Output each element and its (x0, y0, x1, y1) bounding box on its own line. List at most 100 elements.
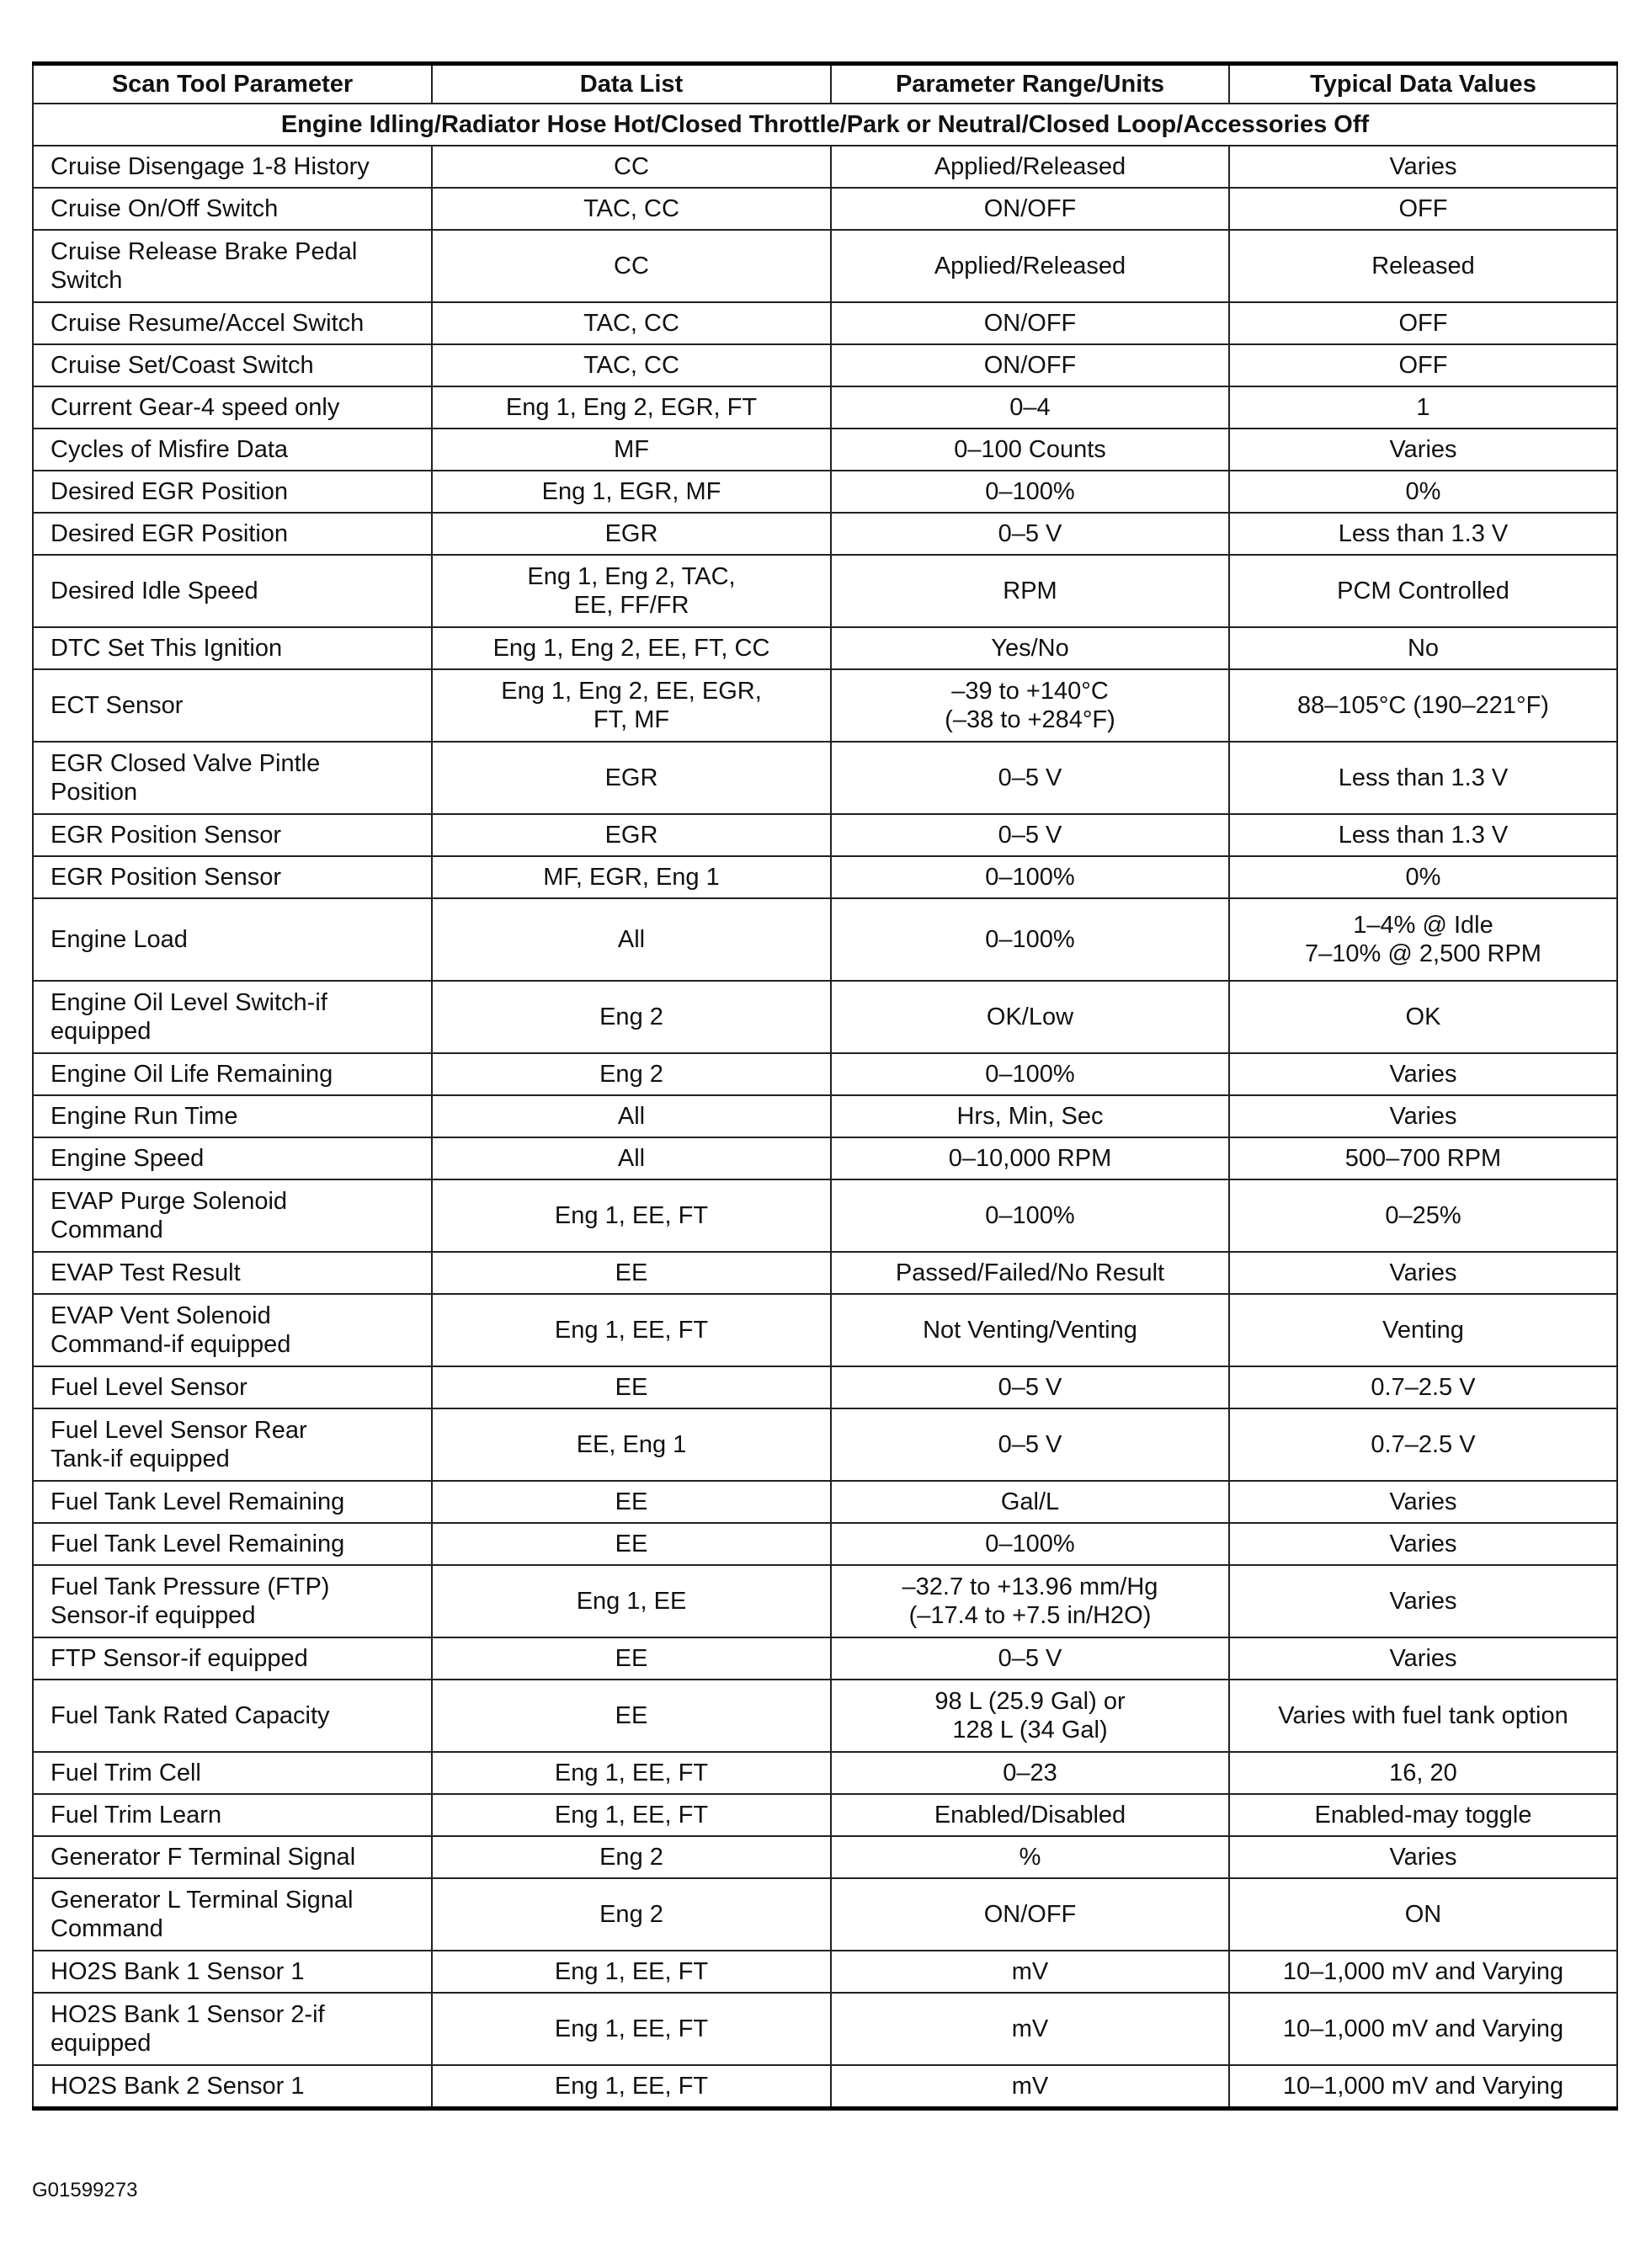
range-cell: 0–100% (830, 897, 1230, 982)
typical-value-cell: Less than 1.3 V (1228, 512, 1618, 556)
table-row: FTP Sensor-if equipped EE 0–5 V Varies (32, 1637, 1618, 1680)
range-cell: 0–100% (830, 1522, 1230, 1566)
scan-tool-data-table: Scan Tool Parameter Data List Parameter … (32, 61, 1618, 2111)
range-cell: 0–100% (830, 855, 1230, 899)
parameter-cell: Engine Oil Level Switch-if equipped (32, 980, 433, 1054)
data-list-cell: All (431, 1094, 832, 1138)
parameter-cell: Desired Idle Speed (32, 554, 433, 628)
typical-value-cell: Released (1228, 229, 1618, 303)
typical-value-cell: 10–1,000 mV and Varying (1228, 1992, 1618, 2066)
data-list-cell: EGR (431, 741, 832, 815)
range-cell: Passed/Failed/No Result (830, 1251, 1230, 1295)
data-list-cell: EE, Eng 1 (431, 1408, 832, 1482)
parameter-cell: Engine Oil Life Remaining (32, 1052, 433, 1096)
table-row: EVAP Purge Solenoid Command Eng 1, EE, FT… (32, 1179, 1618, 1253)
parameter-cell: Fuel Level Sensor (32, 1366, 433, 1409)
parameter-cell: Fuel Tank Rated Capacity (32, 1679, 433, 1753)
data-list-cell: TAC, CC (431, 187, 832, 231)
table-row: HO2S Bank 2 Sensor 1 Eng 1, EE, FT mV 10–1,… (32, 2064, 1618, 2110)
typical-value-cell: 0.7–2.5 V (1228, 1408, 1618, 1482)
range-cell: ON/OFF (830, 301, 1230, 345)
table-row: Cruise Disengage 1-8 History CC Applied/Re… (32, 145, 1618, 189)
table-row: Engine Oil Level Switch-if equipped Eng 2… (32, 980, 1618, 1054)
range-cell: 0–5 V (830, 813, 1230, 857)
parameter-cell: EGR Position Sensor (32, 813, 433, 857)
parameter-cell: Generator L Terminal Signal Command (32, 1877, 433, 1951)
table-row: Generator F Terminal Signal Eng 2% Varies (32, 1835, 1618, 1879)
parameter-cell: HO2S Bank 2 Sensor 1 (32, 2064, 433, 2110)
parameter-cell: Engine Speed (32, 1137, 433, 1180)
table-row: Cruise Resume/Accel Switch TAC, CC ON/OFF O… (32, 301, 1618, 345)
table-row: Desired EGR Position EGR 0–5 V Less than 1.… (32, 512, 1618, 556)
data-list-cell: All (431, 897, 832, 982)
range-cell: 0–5 V (830, 1408, 1230, 1482)
parameter-cell: Cycles of Misfire Data (32, 428, 433, 471)
table-row: Engine Load All 0–100% 1–4% @ Idle 7–10% @ … (32, 897, 1618, 982)
range-cell: Applied/Released (830, 145, 1230, 189)
operating-condition: Engine Idling/Radiator Hose Hot/Closed T… (32, 103, 1618, 146)
table-row: Desired Idle Speed Eng 1, Eng 2, TAC, EE,… (32, 554, 1618, 628)
range-cell: Not Venting/Venting (830, 1293, 1230, 1367)
header-typical-data-values: Typical Data Values (1228, 62, 1618, 104)
range-cell: mV (830, 1950, 1230, 1994)
range-cell: Yes/No (830, 626, 1230, 670)
typical-value-cell: 1–4% @ Idle 7–10% @ 2,500 RPM (1228, 897, 1618, 982)
parameter-cell: Cruise Set/Coast Switch (32, 343, 433, 387)
range-cell: 0–5 V (830, 1366, 1230, 1409)
parameter-cell: EVAP Test Result (32, 1251, 433, 1295)
range-cell: % (830, 1835, 1230, 1879)
typical-value-cell: 500–700 RPM (1228, 1137, 1618, 1180)
data-list-cell: Eng 1, Eng 2, TAC, EE, FF/FR (431, 554, 832, 628)
table-row: Fuel Tank Level Remaining EE Gal/L Varies (32, 1480, 1618, 1524)
table-row: Generator L Terminal Signal Command Eng 2… (32, 1877, 1618, 1951)
typical-value-cell: Varies (1228, 1564, 1618, 1638)
parameter-cell: Fuel Tank Level Remaining (32, 1480, 433, 1524)
range-cell: 0–100% (830, 1179, 1230, 1253)
typical-value-cell: Varies with fuel tank option (1228, 1679, 1618, 1753)
data-list-cell: Eng 1, EGR, MF (431, 470, 832, 514)
parameter-cell: HO2S Bank 1 Sensor 2-if equipped (32, 1992, 433, 2066)
typical-value-cell: 16, 20 (1228, 1751, 1618, 1795)
range-cell: RPM (830, 554, 1230, 628)
data-list-cell: Eng 1, EE, FT (431, 1992, 832, 2066)
parameter-cell: EVAP Vent Solenoid Command-if equipped (32, 1293, 433, 1367)
range-cell: ON/OFF (830, 343, 1230, 387)
table-row: Cruise On/Off Switch TAC, CC ON/OFF OFF (32, 187, 1618, 231)
typical-value-cell: OFF (1228, 301, 1618, 345)
typical-value-cell: 0.7–2.5 V (1228, 1366, 1618, 1409)
data-list-cell: Eng 1, Eng 2, EE, FT, CC (431, 626, 832, 670)
typical-value-cell: Varies (1228, 428, 1618, 471)
typical-value-cell: OFF (1228, 187, 1618, 231)
header-parameter-range-units: Parameter Range/Units (830, 62, 1230, 104)
data-list-cell: All (431, 1137, 832, 1180)
data-list-cell: Eng 1, EE, FT (431, 1751, 832, 1795)
data-list-cell: Eng 1, EE, FT (431, 1293, 832, 1367)
table-row: EVAP Test Result EE Passed/Failed/No Resul… (32, 1251, 1618, 1295)
parameter-cell: FTP Sensor-if equipped (32, 1637, 433, 1680)
typical-value-cell: Varies (1228, 1835, 1618, 1879)
data-list-cell: EGR (431, 813, 832, 857)
table-row: Fuel Tank Rated Capacity EE 98 L (25.9 Gal… (32, 1679, 1618, 1753)
typical-value-cell: OK (1228, 980, 1618, 1054)
parameter-cell: ECT Sensor (32, 668, 433, 743)
range-cell: OK/Low (830, 980, 1230, 1054)
parameter-cell: Fuel Trim Learn (32, 1793, 433, 1837)
parameter-cell: Desired EGR Position (32, 512, 433, 556)
range-cell: Gal/L (830, 1480, 1230, 1524)
typical-value-cell: Varies (1228, 1251, 1618, 1295)
range-cell: Enabled/Disabled (830, 1793, 1230, 1837)
data-list-cell: CC (431, 229, 832, 303)
data-list-cell: EE (431, 1637, 832, 1680)
data-list-cell: TAC, CC (431, 343, 832, 387)
table-row: Cruise Set/Coast Switch TAC, CC ON/OFF OFF (32, 343, 1618, 387)
parameter-cell: Engine Run Time (32, 1094, 433, 1138)
table-row: EGR Position Sensor MF, EGR, Eng 1 0–100% 0… (32, 855, 1618, 899)
typical-value-cell: Varies (1228, 1094, 1618, 1138)
parameter-cell: Desired EGR Position (32, 470, 433, 514)
range-cell: 0–4 (830, 386, 1230, 429)
data-list-cell: Eng 1, Eng 2, EGR, FT (431, 386, 832, 429)
typical-value-cell: Less than 1.3 V (1228, 741, 1618, 815)
range-cell: Applied/Released (830, 229, 1230, 303)
data-list-cell: Eng 2 (431, 1052, 832, 1096)
table-row: Cycles of Misfire Data MF 0–100 Counts Vari… (32, 428, 1618, 471)
